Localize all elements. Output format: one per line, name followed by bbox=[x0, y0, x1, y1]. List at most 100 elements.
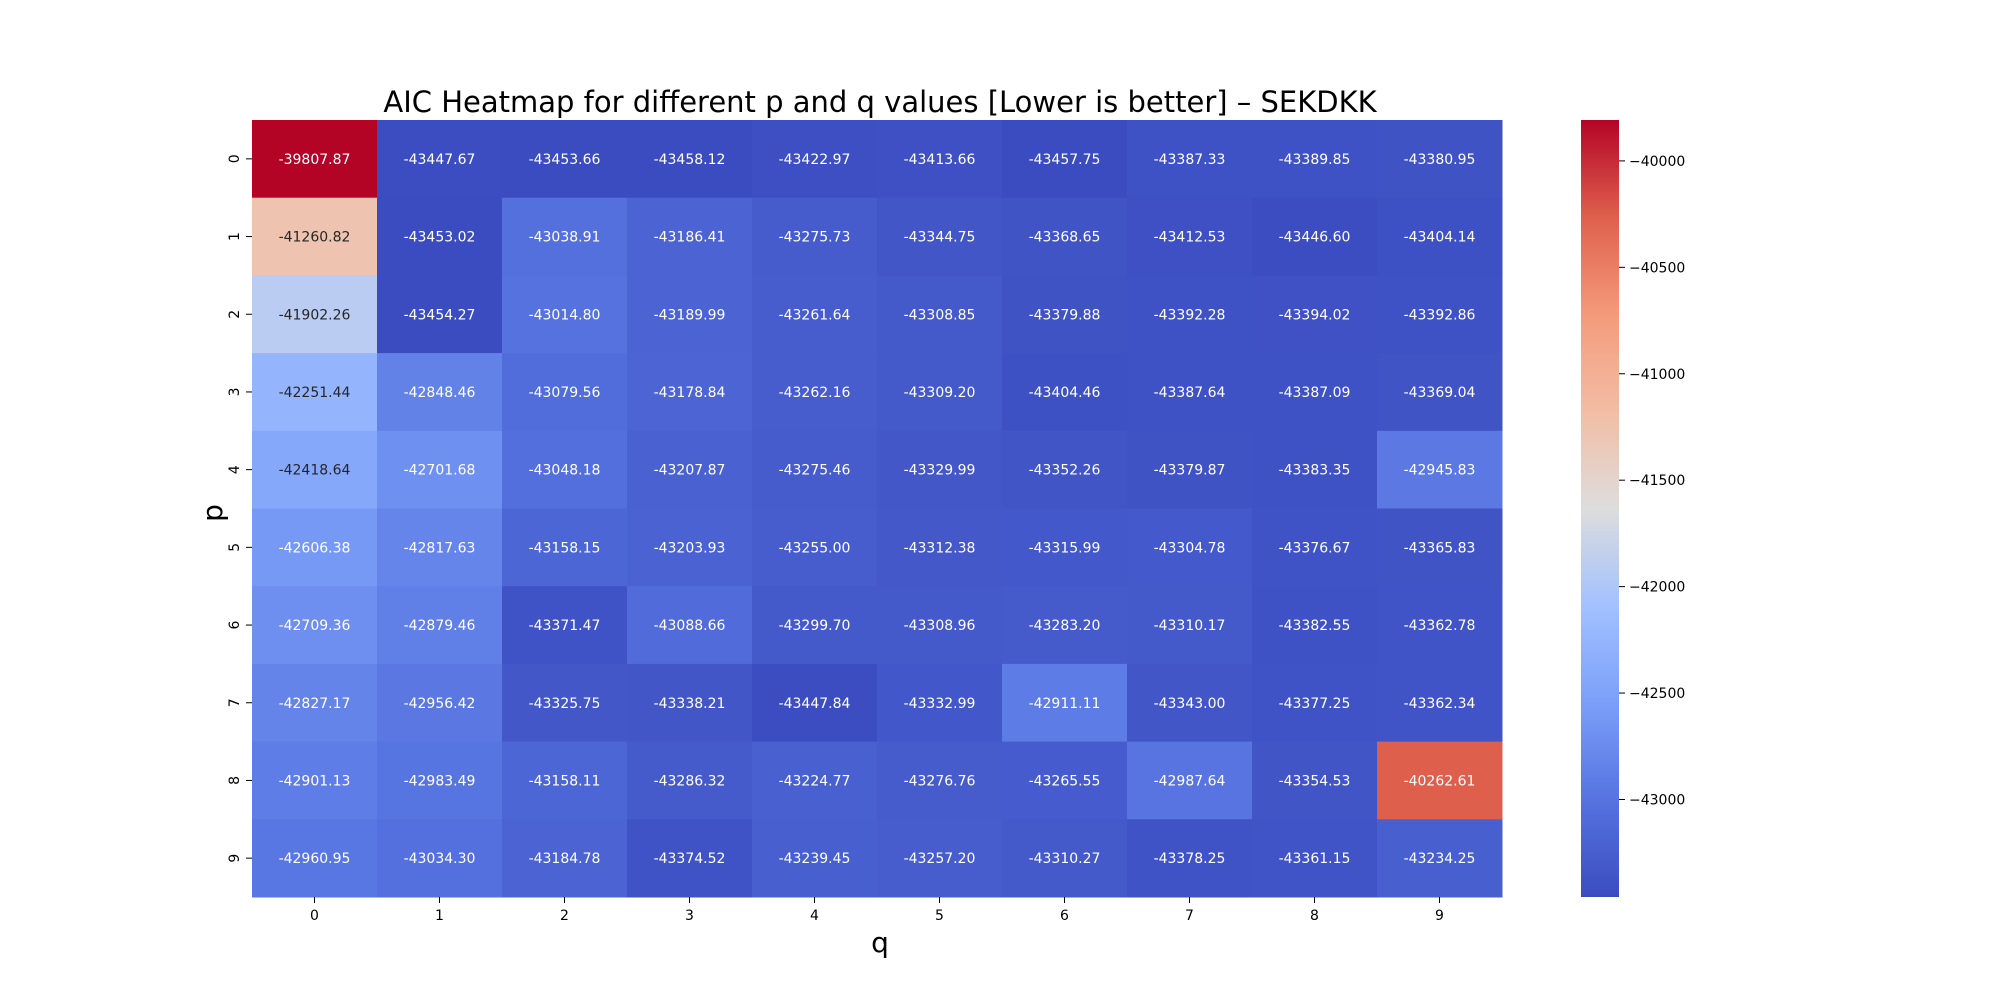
heatmap-cell-p4-q4 bbox=[752, 430, 878, 509]
heatmap-cell-p7-q5 bbox=[877, 663, 1003, 743]
heatmap-cell-p0-q8 bbox=[1252, 120, 1378, 199]
heatmap-cell-p6-q3 bbox=[627, 586, 753, 665]
heatmap-cell-p2-q1 bbox=[377, 275, 503, 354]
cell-value-p8-q2: -43158.11 bbox=[529, 773, 601, 789]
heatmap-cell-p4-q6 bbox=[1002, 430, 1128, 509]
cell-value-p1-q4: -43275.73 bbox=[779, 230, 851, 246]
cell-value-p4-q9: -42945.83 bbox=[1404, 463, 1476, 479]
cell-value-p8-q6: -43265.55 bbox=[1029, 773, 1101, 789]
cell-value-p2-q4: -43261.64 bbox=[779, 307, 851, 323]
heatmap-cell-p6-q2 bbox=[502, 586, 628, 665]
cell-value-p4-q4: -43275.46 bbox=[779, 463, 851, 479]
heatmap-cell-p9-q2 bbox=[502, 819, 628, 898]
heatmap-cell-p2-q8 bbox=[1252, 275, 1378, 354]
heatmap-cell-p4-q1 bbox=[377, 430, 503, 509]
heatmap-cell-p3-q3 bbox=[627, 353, 753, 432]
cell-value-p0-q8: -43389.85 bbox=[1279, 152, 1351, 168]
heatmap-cell-p5-q5 bbox=[877, 508, 1003, 587]
heatmap-cell-p7-q4 bbox=[752, 663, 878, 743]
cell-value-p4-q7: -43379.87 bbox=[1154, 463, 1226, 479]
heatmap-cell-p9-q0 bbox=[252, 819, 378, 898]
cell-value-p7-q1: -42956.42 bbox=[404, 696, 476, 712]
cell-value-p1-q3: -43186.41 bbox=[654, 230, 726, 246]
cell-value-p7-q3: -43338.21 bbox=[654, 696, 726, 712]
heatmap-cell-p3-q1 bbox=[377, 353, 503, 432]
heatmap-cell-p8-q2 bbox=[502, 741, 628, 820]
colorbar-tick-label-5: −42500 bbox=[1629, 686, 1685, 702]
cell-value-p6-q9: -43362.78 bbox=[1404, 618, 1476, 634]
cell-value-p3-q6: -43404.46 bbox=[1029, 385, 1101, 401]
cell-value-p9-q2: -43184.78 bbox=[529, 851, 601, 867]
heatmap-cell-p0-q5 bbox=[877, 120, 1003, 199]
cell-value-p4-q8: -43383.35 bbox=[1279, 463, 1351, 479]
heatmap-cell-p2-q6 bbox=[1002, 275, 1128, 354]
x-axis-label: q bbox=[871, 926, 889, 959]
x-tick-label-2: 2 bbox=[560, 908, 569, 924]
heatmap-cell-p9-q4 bbox=[752, 819, 878, 898]
cell-value-p9-q7: -43378.25 bbox=[1154, 851, 1226, 867]
cell-value-p4-q0: -42418.64 bbox=[279, 463, 351, 479]
cell-value-p4-q2: -43048.18 bbox=[529, 463, 601, 479]
heatmap-cell-p4-q5 bbox=[877, 430, 1003, 509]
colorbar-tick-label-6: −43000 bbox=[1629, 792, 1685, 808]
heatmap-cell-p0-q1 bbox=[377, 120, 503, 199]
heatmap-cell-p2-q3 bbox=[627, 275, 753, 354]
heatmap-cell-p1-q0 bbox=[252, 197, 378, 276]
cell-value-p3-q3: -43178.84 bbox=[654, 385, 726, 401]
y-tick-label-2: 2 bbox=[227, 310, 243, 319]
cell-value-p0-q1: -43447.67 bbox=[404, 152, 476, 168]
cell-value-p1-q0: -41260.82 bbox=[279, 230, 351, 246]
heatmap-cell-p6-q4 bbox=[752, 586, 878, 665]
cell-value-p1-q2: -43038.91 bbox=[529, 230, 601, 246]
heatmap-cell-p0-q2 bbox=[502, 120, 628, 199]
heatmap-cell-p9-q1 bbox=[377, 819, 503, 898]
cell-value-p6-q5: -43308.96 bbox=[904, 618, 976, 634]
heatmap-cell-p6-q5 bbox=[877, 586, 1003, 665]
heatmap-cell-p7-q9 bbox=[1377, 663, 1503, 743]
x-tick-label-1: 1 bbox=[435, 908, 444, 924]
heatmap-cell-p5-q2 bbox=[502, 508, 628, 587]
heatmap-cell-p4-q9 bbox=[1377, 430, 1503, 509]
cell-value-p0-q0: -39807.87 bbox=[279, 152, 351, 168]
cell-value-p5-q3: -43203.93 bbox=[654, 540, 726, 556]
cell-value-p2-q7: -43392.28 bbox=[1154, 307, 1226, 323]
heatmap-cell-p8-q0 bbox=[252, 741, 378, 820]
heatmap-cell-p3-q9 bbox=[1377, 353, 1503, 432]
heatmap-cell-p4-q3 bbox=[627, 430, 753, 509]
y-tick-label-6: 6 bbox=[227, 621, 243, 630]
cell-value-p8-q8: -43354.53 bbox=[1279, 773, 1351, 789]
cell-value-p8-q5: -43276.76 bbox=[904, 773, 976, 789]
heatmap-cell-p5-q8 bbox=[1252, 508, 1378, 587]
y-tick-label-3: 3 bbox=[227, 387, 243, 396]
heatmap-cell-p5-q0 bbox=[252, 508, 378, 587]
heatmap-cell-p0-q3 bbox=[627, 120, 753, 199]
heatmap-cell-p5-q4 bbox=[752, 508, 878, 587]
cell-value-p6-q3: -43088.66 bbox=[654, 618, 726, 634]
heatmap-cell-p5-q7 bbox=[1127, 508, 1253, 587]
cell-value-p9-q9: -43234.25 bbox=[1404, 851, 1476, 867]
heatmap-cell-p7-q3 bbox=[627, 663, 753, 743]
heatmap-cell-p2-q5 bbox=[877, 275, 1003, 354]
heatmap-cell-p5-q6 bbox=[1002, 508, 1128, 587]
heatmap-cell-p9-q9 bbox=[1377, 819, 1503, 898]
cell-value-p7-q8: -43377.25 bbox=[1279, 696, 1351, 712]
cell-value-p5-q5: -43312.38 bbox=[904, 540, 976, 556]
heatmap-cell-p6-q1 bbox=[377, 586, 503, 665]
heatmap-cell-p7-q0 bbox=[252, 663, 378, 743]
cell-value-p1-q1: -43453.02 bbox=[404, 230, 476, 246]
cell-value-p2-q2: -43014.80 bbox=[529, 307, 601, 323]
cell-value-p4-q1: -42701.68 bbox=[404, 463, 476, 479]
heatmap-cell-p1-q3 bbox=[627, 197, 753, 276]
cell-value-p3-q1: -42848.46 bbox=[404, 385, 476, 401]
chart-title: AIC Heatmap for different p and q values… bbox=[383, 85, 1377, 119]
cell-value-p8-q7: -42987.64 bbox=[1154, 773, 1226, 789]
cell-value-p0-q6: -43457.75 bbox=[1029, 152, 1101, 168]
heatmap-cell-p3-q2 bbox=[502, 353, 628, 432]
cell-value-p1-q7: -43412.53 bbox=[1154, 230, 1226, 246]
heatmap-cell-p6-q0 bbox=[252, 586, 378, 665]
cell-value-p8-q9: -40262.61 bbox=[1404, 773, 1476, 789]
cell-value-p8-q1: -42983.49 bbox=[404, 773, 476, 789]
heatmap-cell-p0-q4 bbox=[752, 120, 878, 199]
x-axis-ticks: 0 1 2 3 4 5 6 7 8 9 bbox=[310, 897, 1444, 924]
